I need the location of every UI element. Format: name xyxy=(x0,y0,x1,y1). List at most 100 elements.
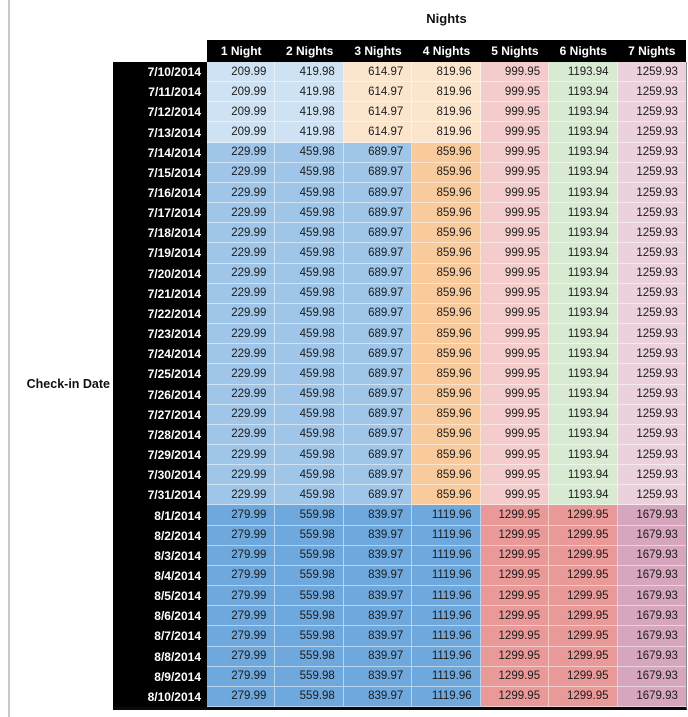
price-cell: 1193.94 xyxy=(549,82,618,103)
price-cell: 1299.95 xyxy=(549,646,618,667)
price-cell: 999.95 xyxy=(480,364,550,385)
price-cell: 1259.93 xyxy=(617,263,686,284)
column-header: 6 Nights xyxy=(549,40,618,62)
price-cell: 1679.93 xyxy=(617,626,686,647)
price-cell: 1299.95 xyxy=(549,686,618,707)
price-cell: 1259.93 xyxy=(617,223,686,244)
price-cell: 999.95 xyxy=(480,465,550,486)
price-cell: 229.99 xyxy=(207,243,276,264)
price-cell: 419.98 xyxy=(275,62,344,83)
price-cell: 999.95 xyxy=(480,223,550,244)
price-cell: 559.98 xyxy=(275,626,344,647)
row-axis-label: Check-in Date xyxy=(26,377,110,391)
price-cell: 1259.93 xyxy=(617,162,686,183)
price-cell: 689.97 xyxy=(343,384,413,405)
price-cell: 859.96 xyxy=(412,283,481,304)
price-cell: 1299.95 xyxy=(480,545,550,566)
price-cell: 859.96 xyxy=(412,364,481,385)
price-cell: 839.97 xyxy=(343,565,413,587)
price-cell: 459.98 xyxy=(275,142,344,163)
price-cell: 1259.93 xyxy=(617,203,686,224)
table-row: 8/3/2014 279.99 559.98 839.97 1119.96 1299.95… xyxy=(113,545,686,566)
price-cell: 689.97 xyxy=(343,182,413,204)
price-cell: 1299.95 xyxy=(549,606,618,627)
price-cell: 559.98 xyxy=(275,646,344,667)
price-cell: 1679.93 xyxy=(617,505,686,526)
price-cell: 1299.95 xyxy=(480,626,550,647)
price-cell: 229.99 xyxy=(207,465,276,486)
price-cell: 1119.96 xyxy=(412,505,481,526)
table-row: 7/15/2014 229.99 459.98 689.97 859.96 999.95 1… xyxy=(113,162,686,183)
price-cell: 1259.93 xyxy=(617,324,686,345)
price-cell: 689.97 xyxy=(343,324,413,345)
price-cell: 1259.93 xyxy=(617,283,686,304)
price-cell: 459.98 xyxy=(275,404,344,425)
price-cell: 689.97 xyxy=(343,465,413,486)
date-cell: 7/26/2014 xyxy=(113,384,207,405)
price-cell: 229.99 xyxy=(207,485,276,506)
table-row: 7/19/2014 229.99 459.98 689.97 859.96 999.95 1… xyxy=(113,243,686,264)
price-cell: 419.98 xyxy=(275,82,344,103)
column-header: 2 Nights xyxy=(275,40,344,62)
price-cell: 1679.93 xyxy=(617,646,686,667)
price-cell: 209.99 xyxy=(207,102,276,123)
price-cell: 559.98 xyxy=(275,565,344,587)
price-cell: 1119.96 xyxy=(412,525,481,546)
date-cell: 8/3/2014 xyxy=(113,545,207,566)
price-cell: 689.97 xyxy=(343,243,413,264)
price-cell: 459.98 xyxy=(275,203,344,224)
price-cell: 1259.93 xyxy=(617,465,686,486)
price-cell: 1193.94 xyxy=(549,162,618,183)
price-cell: 1259.93 xyxy=(617,102,686,123)
date-cell: 7/28/2014 xyxy=(113,424,207,445)
price-cell: 1679.93 xyxy=(617,606,686,627)
price-cell: 1679.93 xyxy=(617,545,686,566)
price-cell: 459.98 xyxy=(275,465,344,486)
table-row: 8/5/2014 279.99 559.98 839.97 1119.96 1299.95… xyxy=(113,586,686,607)
date-cell: 7/11/2014 xyxy=(113,82,207,103)
price-cell: 999.95 xyxy=(480,122,550,143)
price-cell: 1119.96 xyxy=(412,646,481,667)
price-cell: 229.99 xyxy=(207,303,276,325)
table-row: 7/17/2014 229.99 459.98 689.97 859.96 999.95 1… xyxy=(113,203,686,224)
price-cell: 229.99 xyxy=(207,384,276,405)
price-cell: 1299.95 xyxy=(480,505,550,526)
price-cell: 839.97 xyxy=(343,545,413,566)
price-cell: 1259.93 xyxy=(617,384,686,405)
price-cell: 999.95 xyxy=(480,102,550,123)
price-cell: 1259.93 xyxy=(617,122,686,143)
price-cell: 859.96 xyxy=(412,465,481,486)
price-cell: 459.98 xyxy=(275,243,344,264)
price-cell: 859.96 xyxy=(412,324,481,345)
price-cell: 839.97 xyxy=(343,586,413,607)
date-cell: 7/15/2014 xyxy=(113,162,207,183)
table-row: 7/13/2014 209.99 419.98 614.97 819.96 999.95 1… xyxy=(113,122,686,143)
price-cell: 1299.95 xyxy=(480,565,550,587)
price-cell: 1299.95 xyxy=(480,686,550,707)
price-cell: 1193.94 xyxy=(549,122,618,143)
price-cell: 1119.96 xyxy=(412,586,481,607)
price-cell: 859.96 xyxy=(412,162,481,183)
price-cell: 999.95 xyxy=(480,62,550,83)
price-cell: 859.96 xyxy=(412,404,481,425)
price-cell: 689.97 xyxy=(343,162,413,183)
price-cell: 859.96 xyxy=(412,424,481,445)
price-cell: 419.98 xyxy=(275,122,344,143)
price-cell: 229.99 xyxy=(207,162,276,183)
date-cell: 7/23/2014 xyxy=(113,324,207,345)
price-cell: 229.99 xyxy=(207,424,276,445)
price-cell: 1259.93 xyxy=(617,62,686,83)
price-cell: 559.98 xyxy=(275,666,344,687)
price-cell: 1679.93 xyxy=(617,565,686,587)
table-row: 7/12/2014 209.99 419.98 614.97 819.96 999.95 1… xyxy=(113,102,686,123)
price-cell: 1299.95 xyxy=(549,586,618,607)
price-cell: 1299.95 xyxy=(480,666,550,687)
price-cell: 839.97 xyxy=(343,606,413,627)
date-cell: 7/22/2014 xyxy=(113,303,207,325)
price-cell: 999.95 xyxy=(480,444,550,466)
price-cell: 1119.96 xyxy=(412,545,481,566)
price-cell: 459.98 xyxy=(275,444,344,466)
price-cell: 859.96 xyxy=(412,203,481,224)
price-cell: 229.99 xyxy=(207,283,276,304)
price-cell: 689.97 xyxy=(343,223,413,244)
